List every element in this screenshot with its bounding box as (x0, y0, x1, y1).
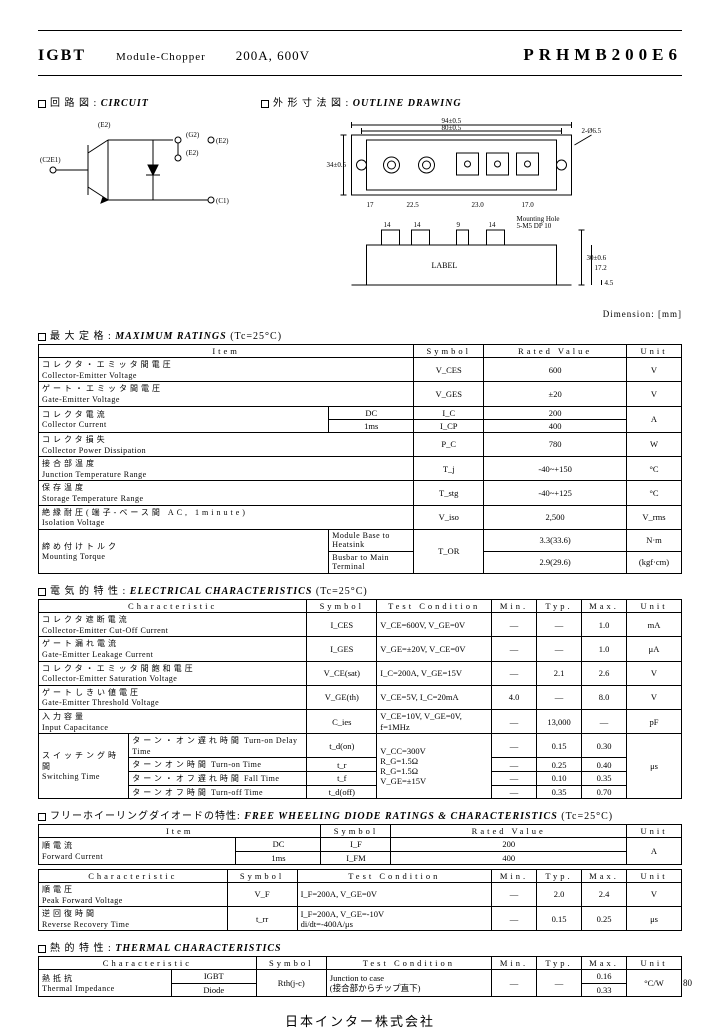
svg-text:14: 14 (489, 221, 497, 229)
svg-text:(E2): (E2) (98, 121, 111, 129)
circuit-label-en: CIRCUIT (101, 98, 149, 109)
dimension-note: Dimension: [mm] (38, 309, 682, 319)
part-number: PRHMB200E6 (523, 45, 682, 65)
svg-text:14: 14 (414, 221, 422, 229)
thermal-title: 熱 的 特 性 : THERMAL CHARACTERISTICS (38, 939, 682, 954)
max-ratings-table: ItemSymbolRated ValueUnit コレクタ・エミッタ間電圧Co… (38, 344, 682, 574)
elec-title: 電 気 的 特 性 : ELECTRICAL CHARACTERISTICS (… (38, 582, 682, 597)
circuit-diagram: (C2E1) (E2) (G2) (E2) (E2) (C1) (38, 115, 238, 225)
header: IGBT Module-Chopper 200A, 600V PRHMB200E… (38, 45, 682, 65)
thermal-table: CharacteristicSymbolTest ConditionMin.Ty… (38, 956, 682, 997)
elec-table: CharacteristicSymbolTest ConditionMin.Ty… (38, 599, 682, 799)
footer-company: 日本インター株式会社 (38, 1011, 682, 1030)
svg-text:2-Ø6.5: 2-Ø6.5 (582, 127, 602, 135)
svg-text:5-M5 DP 10: 5-M5 DP 10 (517, 222, 552, 230)
outline-label-jp: 外 形 寸 法 図 : (273, 98, 349, 109)
subtitle: Module-Chopper (116, 51, 206, 63)
outline-section: 外 形 寸 法 図 : OUTLINE DRAWING (261, 94, 682, 307)
svg-text:23.0: 23.0 (472, 201, 485, 209)
svg-text:34±0.5: 34±0.5 (327, 161, 347, 169)
svg-text:(E2): (E2) (216, 137, 229, 145)
svg-text:(E2): (E2) (186, 149, 199, 157)
circuit-section: 回 路 図 : CIRCUIT (C2E1) (E2) (G2) (E2) (E… (38, 94, 243, 307)
fwd-title: フリーホイーリングダイオードの特性: FREE WHEELING DIODE R… (38, 807, 682, 822)
svg-text:LABEL: LABEL (432, 261, 458, 270)
svg-text:17.2: 17.2 (595, 264, 608, 272)
circuit-label-jp: 回 路 図 : (50, 98, 97, 109)
svg-text:4.5: 4.5 (605, 279, 614, 287)
svg-text:30±0.6: 30±0.6 (587, 254, 607, 262)
svg-text:14: 14 (384, 221, 392, 229)
max-ratings-title: 最 大 定 格 : MAXIMUM RATINGS (Tc=25°C) (38, 327, 682, 342)
svg-text:(G2): (G2) (186, 131, 200, 139)
product-type: IGBT (38, 47, 86, 65)
outline-drawing: 94±0.5 80±0.5 34±0.5 2-Ø6.5 17 22.5 23.0… (261, 115, 682, 305)
svg-text:17.0: 17.0 (522, 201, 535, 209)
header-rating: 200A, 600V (236, 48, 310, 64)
svg-text:(C2E1): (C2E1) (40, 156, 61, 164)
svg-text:22.5: 22.5 (407, 201, 420, 209)
svg-text:9: 9 (457, 221, 461, 229)
page-number: 80 (683, 978, 692, 988)
svg-text:80±0.5: 80±0.5 (442, 124, 462, 132)
fwd-char-table: CharacteristicSymbolTest ConditionMin.Ty… (38, 869, 682, 932)
fwd-ratings-table: ItemSymbolRated ValueUnit 順電流Forward Cur… (38, 824, 682, 865)
outline-label-en: OUTLINE DRAWING (353, 98, 462, 109)
svg-text:17: 17 (367, 201, 375, 209)
svg-text:(C1): (C1) (216, 197, 230, 205)
